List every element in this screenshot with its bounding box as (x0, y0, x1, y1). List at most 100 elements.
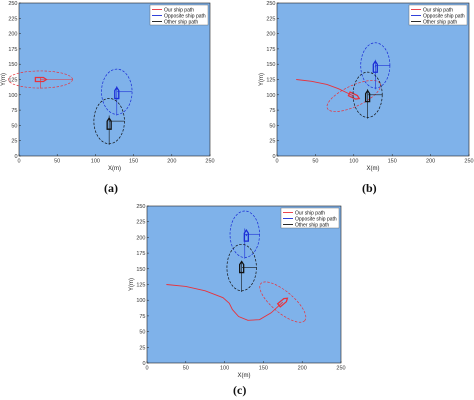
x-axis-label: X(m) (108, 166, 121, 172)
ship-marker (106, 117, 112, 130)
y-tick-label: 125 (266, 78, 275, 84)
series-other-ship-path (352, 71, 383, 119)
ship-hull (372, 60, 378, 73)
x-tick-label: 0 (17, 159, 20, 165)
x-tick-label: 50 (183, 366, 189, 372)
ship-domain-ellipse (259, 281, 307, 323)
plot-area (276, 2, 470, 157)
legend-entry: Opposite ship path (164, 13, 206, 19)
x-tick-label: 150 (388, 159, 397, 165)
y-tick-label: 50 (11, 123, 17, 129)
path-line (166, 284, 284, 321)
series-opposite-ship-path (101, 68, 133, 116)
ship-marker (114, 86, 120, 100)
x-tick-label: 100 (349, 159, 358, 165)
y-tick-label: 175 (8, 47, 17, 53)
ship-marker (239, 260, 245, 274)
path-line (296, 79, 354, 97)
y-tick-label: 225 (8, 16, 17, 22)
y-tick-label: 200 (8, 32, 17, 38)
x-tick-label: 250 (464, 159, 473, 165)
y-tick-label: 175 (266, 47, 275, 53)
panel-label-a: (a) (104, 181, 118, 195)
y-tick-label: 200 (136, 235, 145, 241)
plot-area (146, 205, 342, 364)
y-tick-label: 100 (136, 298, 145, 304)
y-tick-label: 0 (272, 154, 275, 160)
series-other-ship-path (226, 243, 257, 292)
x-tick-label: 150 (259, 366, 268, 372)
y-tick-label: 25 (11, 139, 17, 145)
legend-box (408, 4, 468, 26)
y-tick-label: 225 (136, 220, 145, 226)
y-tick-label: 225 (266, 16, 275, 22)
x-tick-label: 250 (205, 159, 214, 165)
panel-label-c: (c) (233, 383, 247, 397)
y-tick-label: 150 (8, 62, 17, 68)
series-opposite-ship-path (229, 210, 260, 259)
legend-entry: Our ship path (164, 7, 194, 13)
y-tick-label: 150 (266, 62, 275, 68)
ship-marker (372, 60, 378, 73)
y-tick-label: 250 (8, 1, 17, 7)
y-tick-label: 125 (136, 283, 145, 289)
chart-panel-c: 0 50 100 150 200 250 0 25 50 75 100 125 150 175 200 225… (129, 204, 346, 379)
y-tick-label: 250 (136, 204, 145, 210)
y-tick-label: 25 (139, 345, 145, 351)
y-tick-label: 25 (269, 139, 275, 145)
x-tick-label: 0 (275, 159, 278, 165)
ship-hull (276, 297, 289, 308)
y-tick-label: 250 (266, 1, 275, 7)
x-tick-label: 0 (145, 366, 148, 372)
legend-box (149, 4, 209, 26)
y-tick-label: 100 (266, 93, 275, 99)
ship-hull (364, 89, 371, 103)
x-tick-label: 250 (336, 366, 345, 372)
ship-marker (243, 228, 249, 242)
y-tick-label: 0 (14, 154, 17, 160)
ship-marker (34, 76, 48, 83)
legend-entry: Opposite ship path (295, 216, 337, 222)
ship-marker (347, 91, 361, 100)
y-tick-label: 75 (11, 108, 17, 114)
x-tick-label: 150 (129, 159, 138, 165)
y-tick-label: 200 (266, 32, 275, 38)
x-tick-label: 200 (298, 366, 307, 372)
ship-hull (347, 91, 361, 100)
legend-entry: Our ship path (295, 210, 325, 216)
ship-marker (364, 89, 371, 103)
x-tick-label: 100 (220, 366, 229, 372)
legend-box (280, 207, 340, 229)
series-other-ship-path (93, 98, 125, 145)
y-tick-label: 75 (269, 108, 275, 114)
x-tick-label: 50 (312, 159, 318, 165)
ship-marker (276, 297, 289, 308)
ship-hull (239, 260, 245, 274)
ship-hull (243, 228, 249, 242)
chart-panel-a: 0 50 100 150 200 250 0 25 50 75 100 125 150 175 200 225… (1, 1, 215, 172)
x-axis-label: X(m) (367, 166, 380, 172)
y-axis-label: Y(m) (129, 278, 135, 291)
y-tick-label: 50 (139, 330, 145, 336)
series-our-ship-path (166, 281, 307, 323)
series-opposite-ship-path (360, 42, 391, 90)
series-our-ship-path (7, 70, 73, 89)
panel-label-b: (b) (362, 181, 377, 195)
legend-entry: Other ship path (295, 222, 329, 228)
chart-panel-b: 0 50 100 150 200 250 0 25 50 75 100 125 150 175 200 225… (259, 1, 474, 172)
ship-hull (106, 117, 112, 130)
ship-hull (34, 76, 48, 83)
x-tick-label: 50 (54, 159, 60, 165)
y-tick-label: 75 (139, 314, 145, 320)
y-tick-label: 50 (269, 123, 275, 129)
y-tick-label: 0 (142, 361, 145, 367)
x-tick-label: 200 (167, 159, 176, 165)
y-tick-label: 100 (8, 93, 17, 99)
y-tick-label: 125 (8, 78, 17, 84)
ship-hull (114, 86, 120, 100)
y-axis-label: Y(m) (259, 73, 265, 86)
y-tick-label: 150 (136, 267, 145, 273)
y-axis-label: Y(m) (1, 73, 7, 86)
y-tick-label: 175 (136, 251, 145, 257)
